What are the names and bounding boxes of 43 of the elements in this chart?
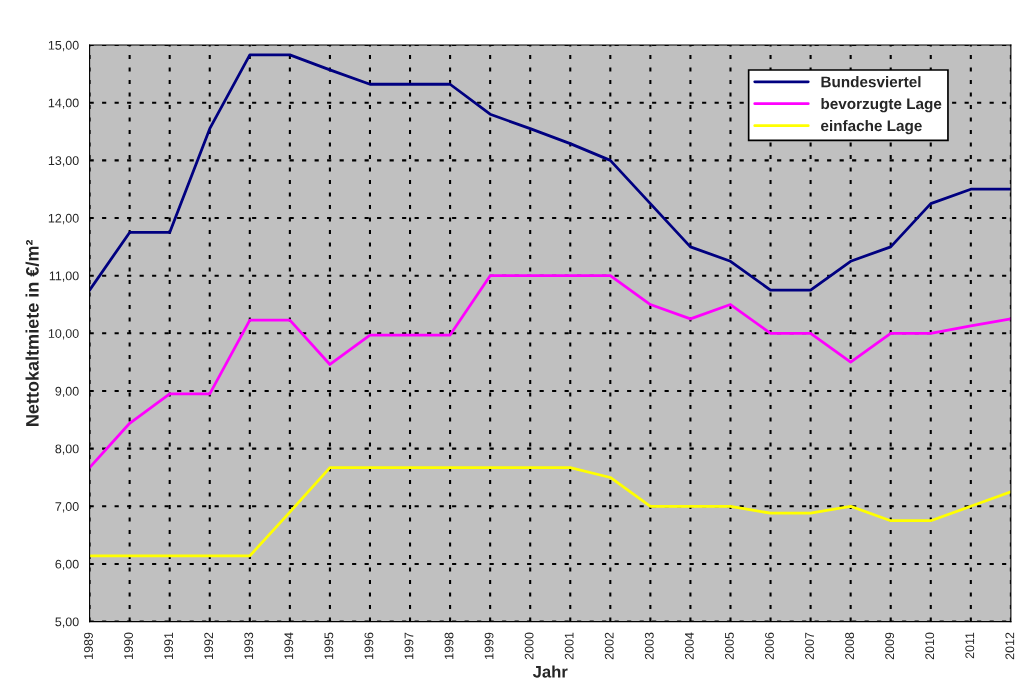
x-tick-label: 2007: [805, 632, 814, 660]
x-tick-label: 2011: [965, 632, 975, 659]
x-tick-label: 1998: [444, 632, 454, 659]
x-tick-label: 2010: [925, 632, 935, 660]
y-tick-label: 8,00: [55, 444, 79, 455]
x-tick-label: 1997: [404, 632, 414, 659]
x-tick-label: 2008: [845, 632, 855, 660]
y-tick-label: 15,00: [48, 40, 79, 52]
x-tick-label: 1989: [84, 632, 93, 659]
y-tick-label: 12,00: [48, 213, 79, 225]
x-tick-label: 2006: [765, 632, 774, 660]
legend-label: bevorzugte Lage: [821, 97, 942, 113]
x-tick-label: 2004: [684, 632, 694, 660]
x-tick-label: 2000: [524, 632, 534, 660]
x-axis-title: Jahr: [532, 665, 568, 678]
x-tick-label: 1999: [484, 632, 494, 659]
x-tick-label: 1995: [324, 632, 334, 659]
y-tick-label: 14,00: [48, 98, 79, 109]
y-tick-label: 10,00: [48, 329, 79, 340]
y-tick-label: 7,00: [55, 502, 79, 513]
x-tick-label: 2005: [724, 632, 734, 660]
x-tick-label: 1990: [124, 632, 133, 659]
line-series: [89, 274, 1011, 470]
x-tick-label: 2009: [885, 632, 895, 660]
y-tick-label: 11,00: [49, 271, 79, 282]
y-axis-title: Nettokaltmiete in €/m²: [25, 239, 39, 426]
line-series: [89, 466, 1011, 558]
y-tick-label: 9,00: [55, 386, 79, 398]
x-tick-label: 1992: [204, 632, 214, 659]
y-tick-label: 13,00: [48, 156, 79, 167]
x-tick-label: 1994: [284, 632, 294, 659]
x-tick-label: 1996: [364, 632, 374, 659]
x-tick-label: 1993: [244, 632, 254, 659]
y-tick-label: 5,00: [55, 617, 79, 628]
legend-label: einfache Lage: [821, 119, 922, 135]
y-tick-label: 6,00: [55, 559, 79, 571]
x-tick-label: 2003: [644, 632, 654, 660]
x-tick-label: 2002: [604, 632, 614, 660]
x-tick-label: 1991: [164, 632, 174, 659]
x-tick-label: 2012: [1005, 632, 1015, 660]
x-tick-label: 2001: [564, 632, 574, 660]
legend-label: Bundesviertel: [821, 76, 921, 88]
line-series: [89, 53, 1011, 292]
